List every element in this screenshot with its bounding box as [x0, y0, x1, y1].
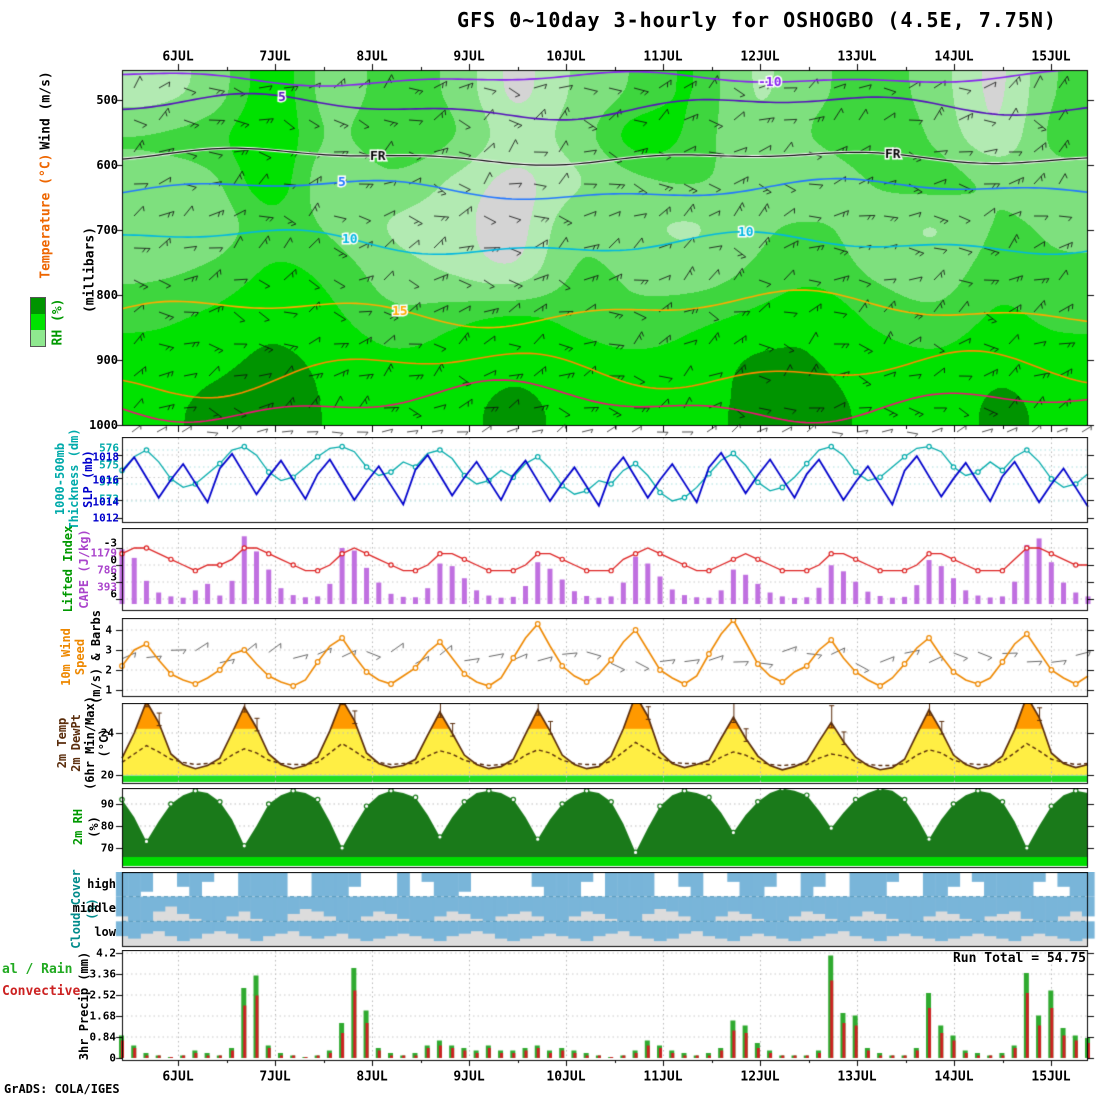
date-label-bottom: 15JUL [1031, 1069, 1071, 1085]
p4-axis-ms-barbs: (m/s) & Barbs [89, 610, 103, 704]
precip-panel-canvas [0, 950, 1100, 1068]
p1-axis-millibars: (millibars) [82, 226, 98, 314]
date-label-bottom: 9JUL [453, 1069, 485, 1085]
p2-axis-thickness-1: 1000-500mb [53, 442, 67, 516]
rh-legend-bright-green [31, 314, 45, 330]
cloud-row-low-label: low [94, 925, 116, 939]
p5-axis-2m-dewpt: 2m DewPt [69, 714, 83, 772]
date-label-bottom: 10JUL [546, 1069, 586, 1085]
p1-axis-label: Temperature (°C) Wind (m/s) [39, 69, 54, 281]
p5-axis-2m-temp: 2m Temp [55, 717, 69, 769]
precip-legend-convective: Convective [2, 984, 81, 999]
precip-legend-total-rain: al / Rain [2, 962, 73, 977]
date-label-bottom: 7JUL [259, 1069, 291, 1085]
rh-legend-dark-green [31, 298, 45, 314]
cloud-row-high-label: high [87, 877, 116, 891]
p5-axis-degc: (°C) [97, 728, 111, 758]
p3-axis-lifted-index: Lifted Index [61, 525, 75, 613]
run-total-label: Run Total = 54.75 [952, 951, 1086, 966]
grads-credit: GrADS: COLA/IGES [4, 1082, 120, 1096]
p1-axis-wind: Wind (m/s) [38, 71, 54, 150]
p8-axis-3hr-precip: 3hr Precip (mm) [77, 951, 91, 1061]
p2-axis-slp: SLP (mb) [81, 450, 95, 508]
temp2m-panel-canvas [0, 703, 1100, 785]
p4-axis-10m-wind: 10m Wind [59, 628, 73, 686]
p2-axis-thickness-2: Thickness (dm) [67, 428, 81, 530]
cloud-row-middle-label: middle [72, 901, 116, 915]
slp-thickness-panel-canvas [0, 437, 1100, 525]
rh-legend-colorbar [30, 297, 46, 347]
p1-axis-rh: RH (%) [50, 298, 66, 346]
date-label-bottom: 14JUL [934, 1069, 974, 1085]
date-label-bottom: 11JUL [643, 1069, 683, 1085]
p5-axis-minmax: (6hr Min/Max) [83, 696, 97, 790]
p6-axis-2m-rh: 2m RH [71, 808, 85, 846]
date-label-bottom: 12JUL [740, 1069, 780, 1085]
rh-legend-light-green [31, 330, 45, 346]
p4-axis-speed: Speed [73, 638, 87, 676]
rh2m-panel-canvas [0, 788, 1100, 869]
cloud-panel-canvas [0, 872, 1100, 948]
page-title: GFS 0~10day 3-hourly for OSHOGBO (4.5E, … [457, 8, 1057, 32]
wind10m-panel-canvas [0, 618, 1100, 698]
date-label-bottom: 13JUL [837, 1069, 877, 1085]
date-label-bottom: 8JUL [356, 1069, 388, 1085]
date-label-bottom: 6JUL [162, 1069, 194, 1085]
cape-li-panel-canvas [0, 528, 1100, 612]
p1-axis-temperature: Temperature (°C) [38, 153, 54, 279]
p6-axis-pct: (%) [87, 816, 101, 838]
p3-axis-cape: CAPE (J/kg) [77, 529, 91, 609]
rh-wind-panel-canvas [0, 58, 1100, 438]
